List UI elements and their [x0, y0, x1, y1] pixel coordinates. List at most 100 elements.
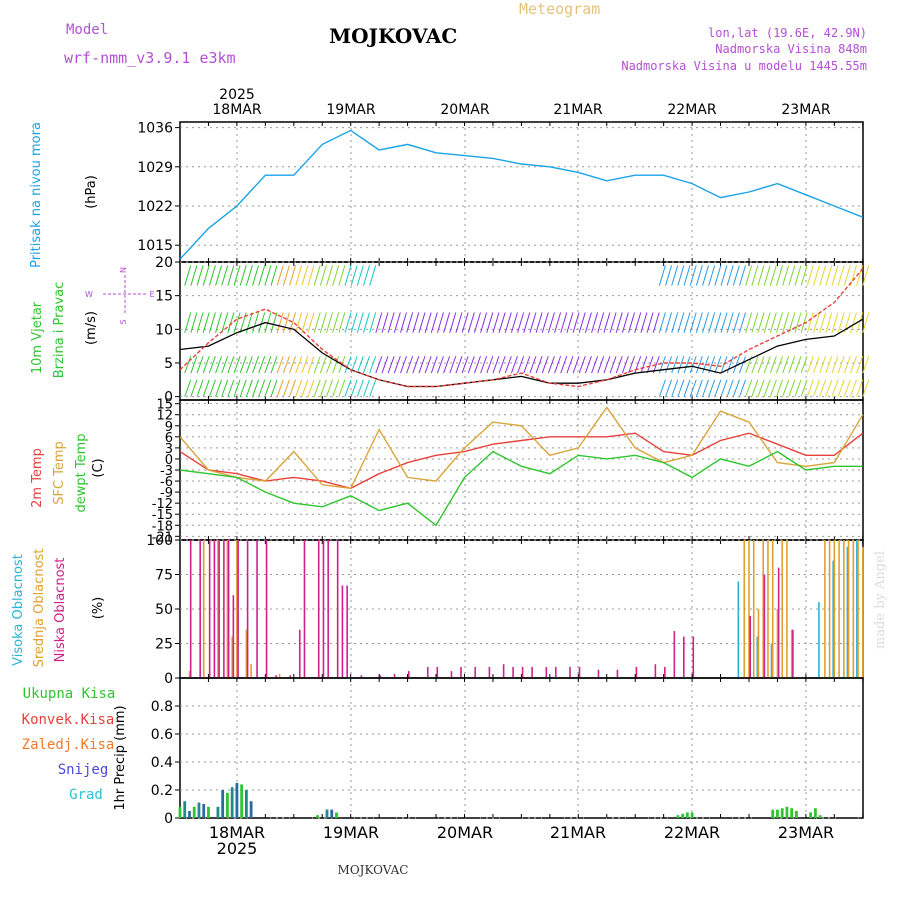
precip-panel-frame: [179, 677, 864, 819]
wind-barb: [658, 265, 666, 286]
wind-barb: [671, 379, 679, 397]
wind-barb: [763, 265, 771, 286]
wind-barb: [208, 312, 216, 333]
wind-barb: [307, 356, 315, 374]
wind-barb: [338, 312, 346, 333]
precip-snow-bar: [235, 783, 239, 818]
wind-barb: [215, 379, 223, 397]
temp-dew-label: dewpt Temp: [74, 433, 89, 512]
wind-barb: [282, 265, 290, 286]
wind-barb: [326, 312, 333, 333]
y-tick-label: 12: [156, 409, 173, 424]
wind-barb: [430, 312, 438, 333]
wind-barb: [609, 312, 617, 333]
wind-barb: [443, 356, 451, 374]
wind-barb: [196, 265, 204, 286]
y-tick-label: 1036: [137, 121, 173, 137]
y-tick-label: -6: [160, 475, 173, 490]
wind-barb: [239, 356, 247, 374]
wind-barb: [677, 379, 685, 397]
precip-rain-bar: [771, 809, 775, 818]
wind-barb: [307, 312, 315, 333]
precip-rain-bar: [818, 815, 822, 818]
precip-rain-bar: [676, 815, 680, 818]
wind-barb: [800, 356, 808, 374]
wind-barb: [837, 356, 845, 374]
model-elevation: Nadmorska Visina u modelu 1445.55m: [621, 59, 867, 73]
wind-barb: [270, 265, 278, 286]
wind-barb: [677, 356, 685, 374]
wind-barb: [245, 265, 253, 286]
wind-unit: (m/s): [84, 311, 99, 345]
wind-barb: [301, 356, 309, 374]
wind-barb: [221, 356, 229, 374]
wind-barb: [788, 356, 796, 374]
wind-barb: [510, 356, 518, 374]
y-tick-label: 0.8: [151, 699, 173, 715]
wind-barb: [591, 356, 599, 374]
wind-barb: [517, 312, 525, 333]
wind-barb: [769, 379, 777, 397]
y-tick-label: 50: [155, 602, 173, 618]
wind-barb: [603, 356, 611, 374]
wind-barb: [393, 356, 401, 374]
y-tick-label: 25: [155, 637, 173, 653]
wind-barb: [498, 356, 506, 374]
wind-barb: [763, 312, 771, 333]
wind-barb: [264, 379, 272, 397]
wind-barb: [510, 312, 518, 333]
wind-barb: [732, 312, 740, 333]
wind-barb: [634, 312, 642, 333]
precip-snow-bar: [335, 812, 338, 818]
wind-barb: [307, 379, 315, 397]
precip-rain-bar: [780, 808, 784, 818]
wind-barb: [289, 312, 297, 333]
wind-barb: [184, 356, 192, 374]
wind-barb: [813, 265, 820, 286]
wind-barb: [215, 265, 223, 286]
wind-barb: [276, 356, 284, 374]
wind-barb: [332, 356, 340, 374]
wind-barb: [714, 312, 722, 333]
wind-barb: [794, 312, 802, 333]
wind-barb: [732, 265, 740, 286]
wind-barb: [208, 356, 216, 374]
bottom-day-label: 20MAR: [437, 823, 493, 842]
wind-barb: [344, 356, 352, 374]
wind-barb: [356, 356, 364, 374]
precip-unit: 1hr Precip (mm): [113, 705, 128, 810]
wind-barb: [307, 265, 315, 286]
wind-barb: [313, 265, 321, 286]
wind-barb: [233, 379, 241, 397]
wind-barb: [196, 379, 204, 397]
wind-barb: [591, 312, 599, 333]
y-tick-label: 75: [155, 568, 173, 584]
wind-barb: [473, 356, 481, 374]
wind-barb: [245, 379, 253, 397]
top-year: 2025: [219, 87, 255, 103]
wind-barb: [751, 312, 759, 333]
wind-barb: [202, 379, 210, 397]
precip-snow-bar: [207, 806, 210, 818]
wind-barb: [825, 379, 833, 397]
bottom-day-label: 22MAR: [664, 823, 720, 842]
model-name: wrf-nmm_v3.9.1 e3km: [64, 49, 236, 67]
wind-barb: [819, 312, 827, 333]
wind-barb: [227, 265, 235, 286]
panels: 10151022102910360510152015129630-3-6-9-1…: [137, 121, 870, 827]
wind-barb: [455, 356, 463, 374]
wind-barb: [412, 312, 420, 333]
coordinates: lon,lat (19.6E, 42.9N): [708, 26, 867, 40]
precip-snow-bar: [192, 806, 196, 818]
wind-barb: [757, 265, 765, 286]
wind-barb: [492, 312, 500, 333]
wind-barb: [270, 312, 278, 333]
wind-label-1: 10m Vjetar: [30, 301, 45, 374]
wind-barb: [252, 265, 260, 286]
wind-barb: [615, 312, 623, 333]
station-elevation: Nadmorska Visina 848m: [715, 42, 867, 56]
wind-barb: [720, 312, 728, 333]
temp-2m-line: [179, 432, 864, 490]
wind-barb: [615, 356, 623, 374]
y-tick-label: 0: [164, 671, 173, 687]
